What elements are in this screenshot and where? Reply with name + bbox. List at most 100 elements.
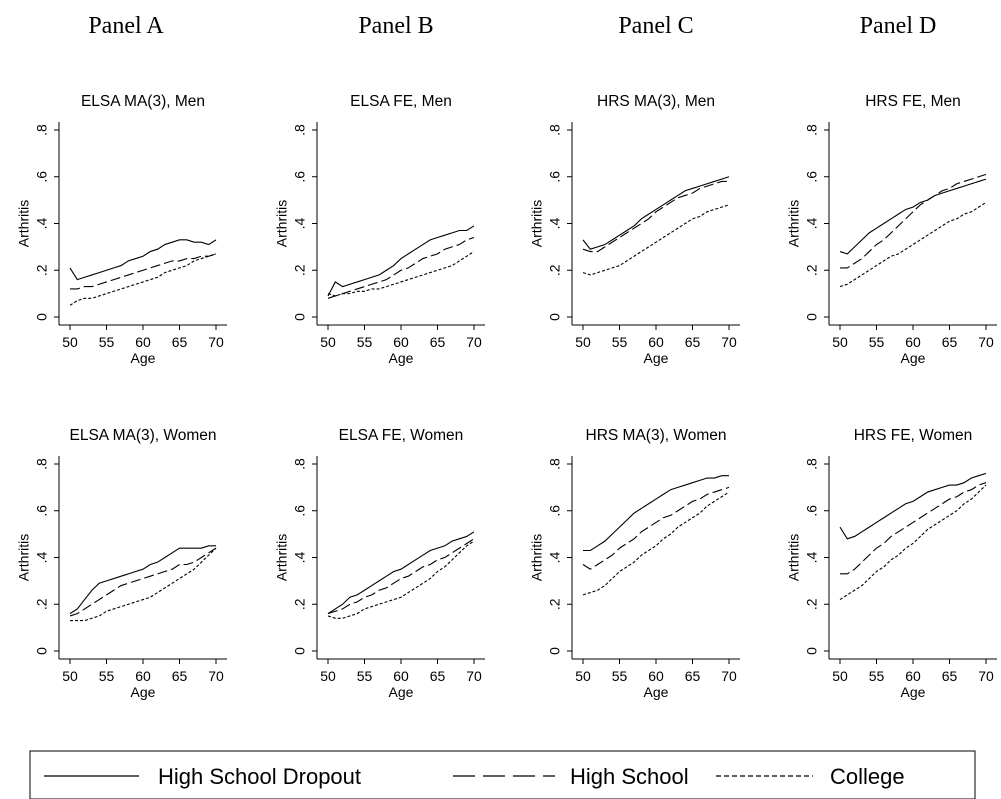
- y-tick-label: 0: [804, 647, 820, 655]
- y-tick-label: .6: [547, 505, 563, 517]
- x-tick-label: 70: [721, 334, 737, 350]
- x-tick-label: 50: [62, 334, 78, 350]
- x-tick-label: 60: [135, 668, 151, 684]
- x-tick-label: 60: [905, 334, 921, 350]
- y-tick-label: .4: [292, 217, 308, 229]
- y-tick-label: 0: [547, 313, 563, 321]
- legend-label: High School Dropout: [158, 764, 361, 789]
- y-tick-label: 0: [804, 313, 820, 321]
- panels: ELSA MA(3), Men .8 .6 .4 .2 0 50 55 60 65 70 Age Art…: [16, 93, 997, 700]
- y-tick-label: 0: [34, 647, 50, 655]
- legend-box: [29, 750, 976, 799]
- x-tick-label: 55: [99, 334, 115, 350]
- chart-panel: HRS MA(3), Men .8 .6 .4 .2 0 50 55 60 65 70 Age Arth…: [529, 93, 740, 366]
- y-tick-label: .2: [804, 598, 820, 610]
- y-axis-label: Arthritis: [16, 534, 32, 581]
- series-line-dashed: [582, 180, 729, 253]
- y-tick-label: .6: [292, 505, 308, 517]
- x-tick-label: 65: [430, 668, 446, 684]
- series-line-dotted: [839, 484, 987, 601]
- y-tick-label: 0: [547, 647, 563, 655]
- y-tick-label: 0: [292, 313, 308, 321]
- y-tick-label: .2: [34, 264, 50, 276]
- y-tick-label: .6: [292, 171, 308, 183]
- x-tick-label: 70: [978, 334, 994, 350]
- series-line-dotted: [582, 491, 730, 596]
- y-tick-label: .6: [34, 505, 50, 517]
- y-axis-label: Arthritis: [16, 200, 32, 247]
- x-tick-label: 50: [320, 334, 336, 350]
- y-axis-label: Arthritis: [786, 534, 802, 581]
- chart-title: ELSA FE, Women: [339, 427, 464, 444]
- y-axis-label: Arthritis: [529, 534, 545, 581]
- x-tick-label: 65: [685, 668, 701, 684]
- y-axis-label: Arthritis: [529, 200, 545, 247]
- x-tick-label: 65: [942, 668, 958, 684]
- panel-header-4: Panel D: [860, 13, 937, 39]
- y-tick-label: .8: [292, 458, 308, 470]
- x-tick-label: 55: [612, 668, 628, 684]
- chart-title: HRS FE, Women: [854, 427, 973, 444]
- y-tick-label: .8: [34, 124, 50, 136]
- x-tick-label: 70: [208, 668, 224, 684]
- x-tick-label: 55: [357, 334, 373, 350]
- series-line-solid: [69, 239, 217, 281]
- y-tick-label: .2: [804, 264, 820, 276]
- series-line-dashed: [840, 482, 987, 575]
- series-line-dotted: [327, 251, 475, 297]
- series-line-solid: [839, 178, 987, 255]
- series-line-dashed: [582, 486, 730, 570]
- x-tick-label: 50: [575, 668, 591, 684]
- y-tick-label: .6: [547, 171, 563, 183]
- series-line-dashed: [70, 253, 217, 290]
- y-tick-label: .2: [292, 264, 308, 276]
- x-tick-label: 65: [430, 334, 446, 350]
- x-tick-label: 60: [648, 334, 664, 350]
- x-tick-label: 70: [466, 668, 482, 684]
- y-tick-label: .4: [292, 551, 308, 563]
- series-line-dotted: [839, 201, 987, 288]
- chart-panel: HRS FE, Women .8 .6 .4 .2 0 50 55 60 65 70 Age Arthr…: [786, 427, 997, 700]
- chart-title: HRS MA(3), Men: [597, 93, 715, 110]
- chart-title: ELSA MA(3), Men: [81, 93, 205, 110]
- y-tick-label: .4: [804, 551, 820, 563]
- panel-header-1: Panel A: [88, 13, 164, 39]
- x-tick-label: 50: [832, 334, 848, 350]
- x-tick-label: 60: [135, 334, 151, 350]
- y-tick-label: .6: [34, 171, 50, 183]
- x-tick-label: 50: [575, 334, 591, 350]
- x-tick-label: 65: [942, 334, 958, 350]
- x-tick-label: 50: [62, 668, 78, 684]
- legend-label: High School: [570, 764, 689, 789]
- x-tick-label: 60: [393, 668, 409, 684]
- y-tick-label: .4: [547, 551, 563, 563]
- series-line-solid: [327, 531, 475, 615]
- x-axis-label: Age: [389, 684, 414, 700]
- series-line-dashed: [327, 236, 475, 299]
- y-tick-label: .2: [547, 264, 563, 276]
- y-tick-label: .8: [292, 124, 308, 136]
- y-axis-label: Arthritis: [274, 200, 290, 247]
- x-tick-label: 70: [466, 334, 482, 350]
- chart-panel: HRS MA(3), Women .8 .6 .4 .2 0 50 55 60 65 70 Age Ar…: [529, 427, 740, 700]
- y-tick-label: .8: [34, 458, 50, 470]
- x-tick-label: 55: [357, 668, 373, 684]
- chart-panel: ELSA MA(3), Men .8 .6 .4 .2 0 50 55 60 65 70 Age Art…: [16, 93, 227, 366]
- x-axis-label: Age: [644, 684, 669, 700]
- y-tick-label: .8: [547, 124, 563, 136]
- series-line-solid: [69, 545, 216, 615]
- chart-title: ELSA FE, Men: [350, 93, 452, 110]
- chart-panel: ELSA FE, Women .8 .6 .4 .2 0 50 55 60 65 70 Age Arth…: [274, 427, 485, 700]
- y-tick-label: .8: [547, 458, 563, 470]
- chart-title: HRS FE, Men: [865, 93, 961, 110]
- x-tick-label: 50: [320, 668, 336, 684]
- x-tick-label: 55: [869, 668, 885, 684]
- series-line-dotted: [70, 547, 217, 622]
- y-tick-label: .2: [34, 598, 50, 610]
- x-axis-label: Age: [644, 350, 669, 366]
- y-tick-label: 0: [34, 313, 50, 321]
- y-tick-label: .4: [804, 217, 820, 229]
- y-tick-label: .4: [547, 217, 563, 229]
- chart-panel: ELSA FE, Men .8 .6 .4 .2 0 50 55 60 65 70 Age Arthri…: [274, 93, 485, 366]
